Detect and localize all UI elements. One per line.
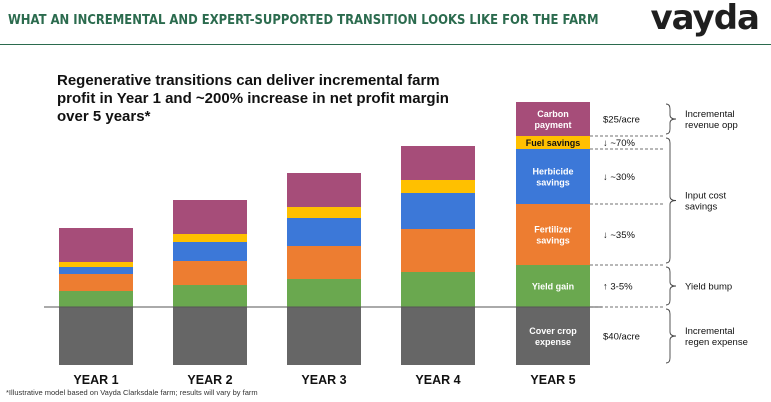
vayda-logo: vayda [650, 0, 760, 38]
bar-yield-gain-year-2 [173, 285, 247, 307]
annotation-yield-gain: ↑ 3-5% [603, 282, 633, 293]
x-tick-year-5: YEAR 5 [530, 373, 575, 387]
x-tick-year-1: YEAR 1 [73, 373, 118, 387]
bar-fertilizer-savings-year-2 [173, 261, 247, 285]
segment-label-cover-crop-expense: Cover crop expense [529, 326, 577, 347]
bar-herbicide-savings-year-2 [173, 242, 247, 261]
chart-title: Regenerative transitions can deliver inc… [57, 72, 449, 125]
brace-incremental-revenue-opp [665, 103, 677, 135]
segment-label-carbon-payment: Carbon payment [534, 109, 571, 130]
annotation-herbicide-savings: ↓ ~30% [603, 172, 636, 183]
bar-yield-gain-year-3 [287, 279, 361, 307]
brace-input-cost-savings [665, 137, 677, 264]
bar-cover-crop-expense-year-1 [59, 307, 133, 365]
brace-incremental-regen-expense [665, 308, 677, 364]
header-rule [0, 44, 771, 45]
bar-carbon-payment-year-3 [287, 173, 361, 207]
bar-carbon-payment-year-5 [516, 102, 590, 136]
segment-label-fuel-savings: Fuel savings [526, 138, 581, 148]
x-tick-year-4: YEAR 4 [415, 373, 460, 387]
bar-fuel-savings-year-3 [287, 207, 361, 218]
group-label-input-cost-savings: Input cost savings [685, 191, 727, 213]
bar-herbicide-savings-year-3 [287, 218, 361, 246]
bar-carbon-payment-year-2 [173, 200, 247, 234]
bar-cover-crop-expense-year-3 [287, 307, 361, 365]
group-label-incremental-revenue-opp: Incremental revenue opp [685, 109, 738, 131]
bar-fertilizer-savings-year-3 [287, 246, 361, 279]
bar-herbicide-savings-year-5 [516, 149, 590, 204]
x-tick-year-3: YEAR 3 [301, 373, 346, 387]
bar-yield-gain-year-4 [401, 272, 475, 307]
brace-yield-bump [665, 266, 677, 306]
bar-cover-crop-expense-year-5 [516, 307, 590, 365]
bar-fuel-savings-year-1 [59, 262, 133, 267]
bar-cover-crop-expense-year-2 [173, 307, 247, 365]
footnote: *Illustrative model based on Vayda Clark… [6, 388, 258, 397]
bar-fertilizer-savings-year-5 [516, 204, 590, 265]
bar-fertilizer-savings-year-1 [59, 274, 133, 291]
bar-carbon-payment-year-1 [59, 228, 133, 262]
x-tick-year-2: YEAR 2 [187, 373, 232, 387]
segment-label-herbicide-savings: Herbicide savings [532, 166, 573, 187]
bar-carbon-payment-year-4 [401, 146, 475, 180]
annotation-fuel-savings: ↓ ~70% [603, 138, 636, 149]
group-label-yield-bump: Yield bump [685, 282, 732, 293]
bar-fertilizer-savings-year-4 [401, 229, 475, 272]
bar-herbicide-savings-year-4 [401, 193, 475, 229]
annotation-fertilizer-savings: ↓ ~35% [603, 230, 636, 241]
bar-fuel-savings-year-2 [173, 234, 247, 242]
segment-label-yield-gain: Yield gain [532, 281, 574, 291]
bar-herbicide-savings-year-1 [59, 267, 133, 274]
bar-fuel-savings-year-4 [401, 180, 475, 193]
bar-fuel-savings-year-5 [516, 136, 590, 149]
group-label-incremental-regen-expense: Incremental regen expense [685, 326, 748, 348]
page-title: WHAT AN INCREMENTAL AND EXPERT-SUPPORTED… [8, 12, 599, 28]
bar-yield-gain-year-5 [516, 265, 590, 307]
annotation-carbon-payment: $25/acre [603, 115, 640, 126]
bar-yield-gain-year-1 [59, 291, 133, 307]
annotation-cover-crop-expense: $40/acre [603, 332, 640, 343]
bar-cover-crop-expense-year-4 [401, 307, 475, 365]
segment-label-fertilizer-savings: Fertilizer savings [534, 224, 572, 245]
